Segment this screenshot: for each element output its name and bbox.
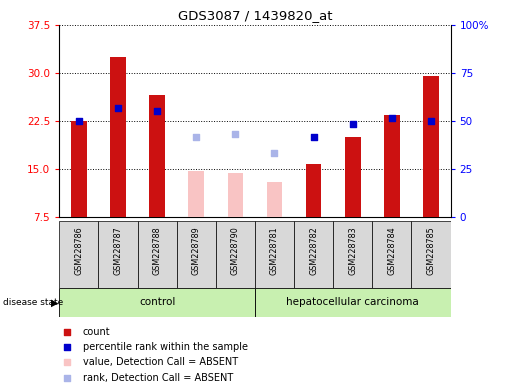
Point — [153, 108, 161, 114]
Text: hepatocellular carcinoma: hepatocellular carcinoma — [286, 297, 419, 308]
Point — [192, 134, 200, 140]
Bar — [149, 95, 165, 217]
Bar — [59, 288, 255, 317]
Bar — [345, 137, 360, 217]
Point — [270, 150, 279, 156]
Text: GSM228786: GSM228786 — [74, 226, 83, 275]
Point — [75, 118, 83, 124]
Text: count: count — [83, 327, 110, 337]
Bar — [333, 221, 372, 288]
Text: GSM228789: GSM228789 — [192, 226, 201, 275]
Text: GSM228784: GSM228784 — [387, 226, 397, 275]
Bar — [255, 288, 451, 317]
Bar — [177, 221, 216, 288]
Text: GSM228788: GSM228788 — [152, 226, 162, 275]
Point — [63, 344, 71, 350]
Bar — [411, 221, 451, 288]
Text: GSM228787: GSM228787 — [113, 226, 123, 275]
Bar — [306, 164, 321, 217]
Text: GSM228782: GSM228782 — [309, 226, 318, 275]
Bar — [255, 221, 294, 288]
Text: rank, Detection Call = ABSENT: rank, Detection Call = ABSENT — [83, 373, 233, 383]
Bar — [188, 171, 204, 217]
Point — [63, 359, 71, 366]
Bar — [228, 174, 243, 217]
Text: GSM228783: GSM228783 — [348, 226, 357, 275]
Point — [310, 134, 318, 140]
Text: ▶: ▶ — [50, 297, 58, 308]
Title: GDS3087 / 1439820_at: GDS3087 / 1439820_at — [178, 9, 332, 22]
Text: value, Detection Call = ABSENT: value, Detection Call = ABSENT — [83, 358, 238, 367]
Bar — [372, 221, 411, 288]
Bar — [384, 114, 400, 217]
Bar — [267, 182, 282, 217]
Text: percentile rank within the sample: percentile rank within the sample — [83, 342, 248, 352]
Bar — [423, 76, 439, 217]
Bar — [98, 221, 138, 288]
Bar — [110, 57, 126, 217]
Point — [63, 375, 71, 381]
Text: GSM228785: GSM228785 — [426, 226, 436, 275]
Point — [114, 105, 122, 111]
Point — [388, 115, 396, 121]
Point — [63, 329, 71, 335]
Bar — [294, 221, 333, 288]
Point — [427, 118, 435, 124]
Text: GSM228781: GSM228781 — [270, 226, 279, 275]
Point — [349, 121, 357, 127]
Point — [231, 131, 239, 137]
Text: control: control — [139, 297, 175, 308]
Text: disease state: disease state — [3, 298, 63, 307]
Bar — [216, 221, 255, 288]
Text: GSM228790: GSM228790 — [231, 226, 240, 275]
Bar — [71, 121, 87, 217]
Bar — [59, 221, 98, 288]
Bar — [138, 221, 177, 288]
